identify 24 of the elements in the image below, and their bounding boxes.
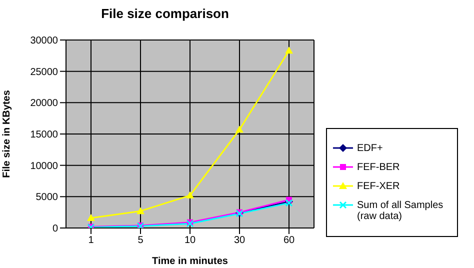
point (186, 191, 194, 198)
legend-label: Sum of all Samples (raw data) (357, 200, 444, 222)
x-tick-label: 10 (184, 235, 196, 246)
y-tick-label: 25000 (30, 66, 58, 78)
point (87, 214, 95, 221)
point (236, 126, 244, 133)
point (136, 207, 144, 214)
y-tick-label: 20000 (30, 98, 58, 110)
legend-label: FEF-XER (357, 181, 400, 192)
x-tick-label: 30 (234, 235, 246, 246)
legend-label: FEF-BER (357, 162, 400, 173)
y-tick-label: 30000 (30, 36, 58, 47)
x-tick-label: 60 (283, 235, 295, 246)
chart-title: File size comparison (100, 6, 230, 21)
x-tick-label: 5 (138, 235, 144, 246)
legend-label: EDF+ (357, 143, 383, 154)
x-tick-label: 1 (88, 235, 94, 246)
y-tick-label: 15000 (30, 130, 58, 141)
y-axis-title: File size in KBytes (2, 90, 13, 178)
point (285, 46, 293, 54)
y-tick-label: 5000 (36, 192, 58, 204)
y-tick-label: 10000 (30, 160, 58, 172)
x-axis-title: Time in minutes (152, 256, 228, 267)
y-tick-label: 0 (52, 224, 58, 235)
